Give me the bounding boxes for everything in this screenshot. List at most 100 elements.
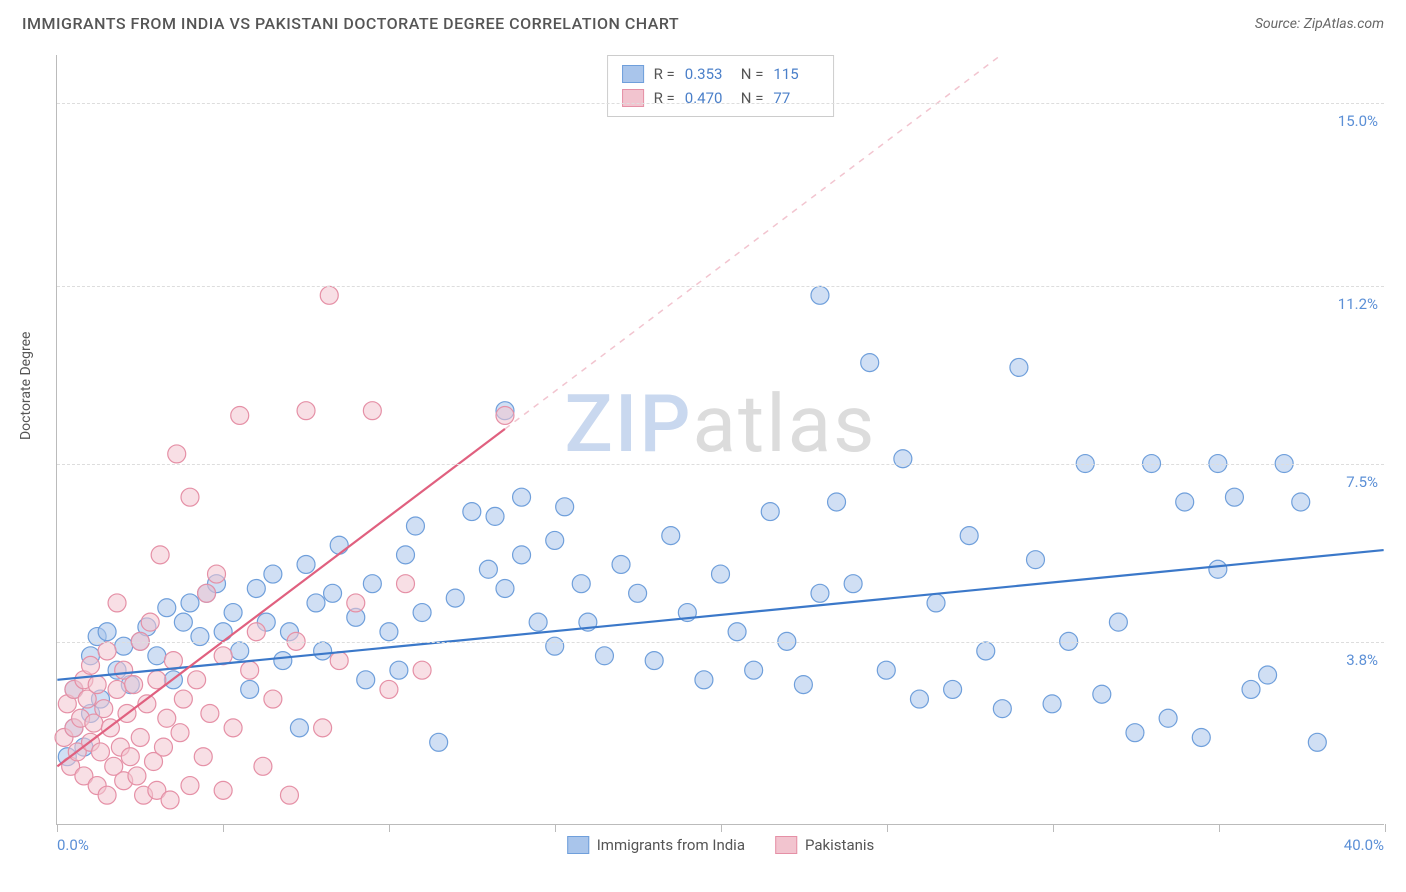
x-tick <box>555 824 556 832</box>
data-point <box>363 575 381 593</box>
y-tick-label: 15.0% <box>1338 112 1386 130</box>
legend-swatch <box>622 89 644 107</box>
data-point <box>158 709 176 727</box>
data-point <box>380 680 398 698</box>
data-point <box>224 604 242 622</box>
data-point <box>629 584 647 602</box>
data-point <box>297 402 315 420</box>
data-point <box>324 584 342 602</box>
data-point <box>513 488 531 506</box>
data-point <box>406 517 424 535</box>
data-point <box>198 584 216 602</box>
data-point <box>274 652 292 670</box>
data-point <box>513 546 531 564</box>
data-point <box>1109 613 1127 631</box>
data-point <box>828 493 846 511</box>
n-value: 115 <box>773 62 819 86</box>
y-tick-label: 3.8% <box>1346 651 1386 669</box>
data-point <box>1225 488 1243 506</box>
r-label: R = <box>654 62 675 86</box>
data-point <box>1292 493 1310 511</box>
data-point <box>115 637 133 655</box>
data-point <box>910 690 928 708</box>
data-point <box>546 531 564 549</box>
y-tick-label: 7.5% <box>1346 473 1386 491</box>
data-point <box>413 604 431 622</box>
x-axis-min-label: 0.0% <box>57 836 89 854</box>
data-point <box>877 661 895 679</box>
data-point <box>1308 733 1326 751</box>
data-point <box>241 680 259 698</box>
data-point <box>1093 685 1111 703</box>
legend-label: Pakistanis <box>805 836 874 854</box>
data-point <box>363 402 381 420</box>
data-point <box>95 700 113 718</box>
n-label: N = <box>741 86 764 110</box>
data-point <box>1176 493 1194 511</box>
data-point <box>446 589 464 607</box>
data-point <box>761 503 779 521</box>
data-point <box>1259 666 1277 684</box>
data-point <box>314 719 332 737</box>
gridline <box>57 103 1384 104</box>
legend-swatch <box>567 836 589 854</box>
data-point <box>224 719 242 737</box>
x-tick <box>223 824 224 832</box>
data-point <box>174 613 192 631</box>
data-point <box>977 642 995 660</box>
data-point <box>214 623 232 641</box>
data-point <box>108 594 126 612</box>
data-point <box>745 661 763 679</box>
data-point <box>556 498 574 516</box>
y-tick-label: 11.2% <box>1338 295 1386 313</box>
legend-label: Immigrants from India <box>597 836 745 854</box>
x-tick <box>389 824 390 832</box>
data-point <box>486 507 504 525</box>
data-point <box>1209 560 1227 578</box>
data-point <box>231 406 249 424</box>
data-point <box>148 647 166 665</box>
legend-swatch <box>622 65 644 83</box>
legend-swatch <box>775 836 797 854</box>
data-point <box>158 599 176 617</box>
data-point <box>496 406 514 424</box>
data-point <box>280 786 298 804</box>
r-value: 0.470 <box>685 86 731 110</box>
x-tick <box>57 824 58 832</box>
data-point <box>297 555 315 573</box>
data-point <box>397 546 415 564</box>
n-label: N = <box>741 62 764 86</box>
n-value: 77 <box>773 86 819 110</box>
correlation-legend: R =0.353N =115R =0.470N =77 <box>607 55 835 117</box>
data-point <box>241 661 259 679</box>
data-point <box>264 690 282 708</box>
data-point <box>181 488 199 506</box>
x-tick <box>721 824 722 832</box>
data-point <box>91 743 109 761</box>
data-point <box>662 527 680 545</box>
data-point <box>151 546 169 564</box>
data-point <box>811 286 829 304</box>
data-point <box>529 613 547 631</box>
data-point <box>347 594 365 612</box>
data-point <box>330 536 348 554</box>
data-point <box>1027 551 1045 569</box>
data-point <box>247 580 265 598</box>
data-point <box>357 671 375 689</box>
data-point <box>960 527 978 545</box>
data-point <box>125 676 143 694</box>
data-point <box>247 623 265 641</box>
x-tick <box>1219 824 1220 832</box>
x-tick <box>1385 824 1386 832</box>
data-point <box>330 652 348 670</box>
x-tick <box>887 824 888 832</box>
data-point <box>128 767 146 785</box>
data-point <box>290 719 308 737</box>
data-point <box>695 671 713 689</box>
source-label: Source: ZipAtlas.com <box>1255 16 1384 32</box>
data-point <box>728 623 746 641</box>
data-point <box>927 594 945 612</box>
scatter-svg <box>57 55 1384 824</box>
data-point <box>595 647 613 665</box>
r-label: R = <box>654 86 675 110</box>
